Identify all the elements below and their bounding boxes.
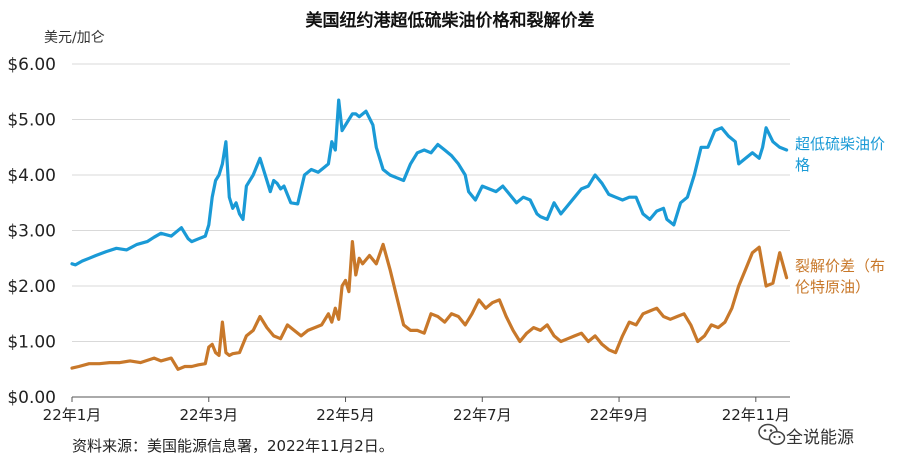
legend-entry-1: 裂解价差（布 xyxy=(795,257,885,275)
y-tick-label: $2.00 xyxy=(7,277,56,297)
y-axis-label: 美元/加仑 xyxy=(44,30,105,46)
y-tick-label: $5.00 xyxy=(7,111,56,131)
y-tick-label: $6.00 xyxy=(7,55,56,75)
x-tick-label: 22年7月 xyxy=(453,406,512,424)
source-note: 资料来源：美国能源信息署，2022年11月2日。 xyxy=(72,437,394,455)
grid xyxy=(72,63,790,398)
series-line-1 xyxy=(70,240,789,371)
watermark: 全说能源 xyxy=(758,423,854,448)
x-tick-label: 22年9月 xyxy=(590,406,649,424)
x-ticks: 22年1月 22年3月 22年5月 22年7月 22年9月 22年11月 xyxy=(43,397,790,424)
watermark-text: 全说能源 xyxy=(786,428,854,448)
y-ticks: $0.00 $1.00 $2.00 $3.00 $4.00 $5.00 $6.00 xyxy=(7,55,56,408)
wechat-icon xyxy=(758,423,786,445)
series-line-0 xyxy=(70,98,789,267)
y-tick-label: $0.00 xyxy=(7,388,56,408)
legend-entry-0: 超低硫柴油价 xyxy=(795,135,885,153)
x-tick-label: 22年5月 xyxy=(316,406,375,424)
x-tick-label: 22年3月 xyxy=(179,406,238,424)
chart-title: 美国纽约港超低硫柴油价格和裂解价差 xyxy=(306,10,595,31)
series-layer xyxy=(70,98,789,371)
y-tick-label: $3.00 xyxy=(7,222,56,242)
legend-entry-0: 格 xyxy=(795,156,810,174)
y-tick-label: $4.00 xyxy=(7,166,56,186)
y-tick-label: $1.00 xyxy=(7,333,56,353)
x-tick-label: 22年11月 xyxy=(722,406,790,424)
legend-entry-1: 伦特原油） xyxy=(795,278,870,296)
x-tick-label: 22年1月 xyxy=(43,406,102,424)
